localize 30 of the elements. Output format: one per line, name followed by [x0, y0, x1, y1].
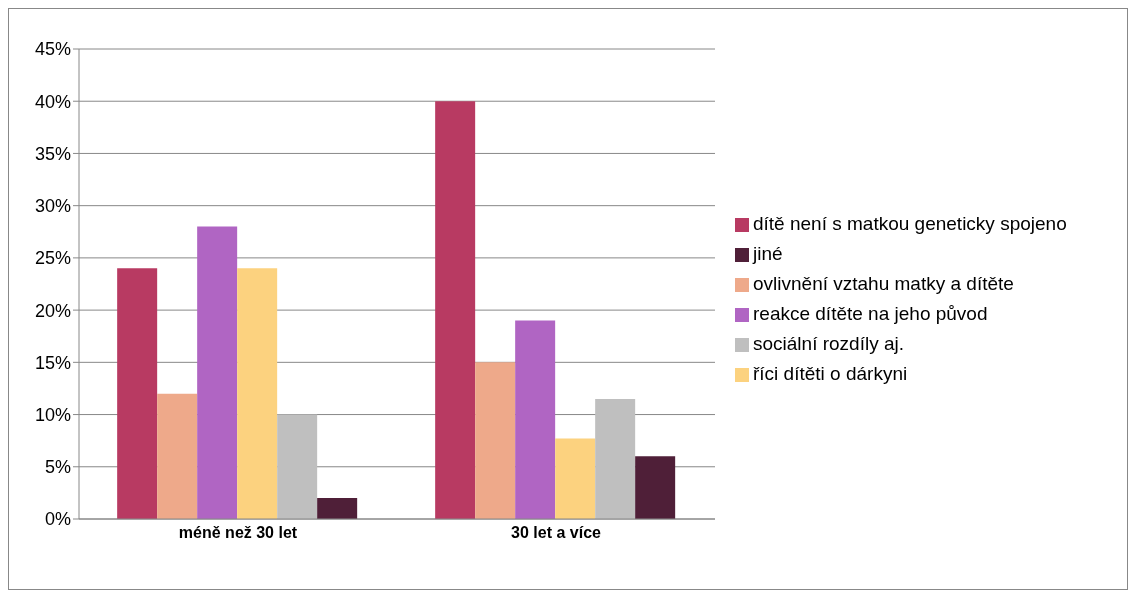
y-tick-label: 20% — [34, 300, 71, 321]
legend-label: reakce dítěte na jeho původ — [753, 303, 988, 324]
bar — [595, 398, 636, 519]
x-tick-label: 30 let a více — [511, 524, 602, 542]
bar — [277, 414, 318, 519]
bar — [435, 101, 476, 519]
bar — [317, 498, 358, 519]
y-tick-label: 30% — [34, 196, 71, 217]
bar — [635, 456, 676, 519]
legend-label: ovlivnění vztahu matky a dítěte — [753, 273, 1014, 294]
legend-label: sociální rozdíly aj. — [753, 333, 905, 354]
bar — [555, 438, 596, 519]
y-tick-label: 40% — [34, 91, 71, 112]
bar — [515, 320, 556, 519]
y-tick-label: 25% — [34, 248, 71, 269]
y-tick-label: 10% — [34, 404, 71, 425]
bar — [475, 362, 516, 519]
y-tick-label: 45% — [34, 39, 71, 60]
bar — [157, 393, 198, 519]
y-tick-label: 5% — [44, 457, 71, 478]
x-tick-label: méně než 30 let — [178, 524, 298, 542]
legend-label: jiné — [753, 243, 783, 264]
y-tick-label: 35% — [34, 143, 71, 164]
bar — [237, 268, 278, 519]
legend-label: říci dítěti o dárkyni — [753, 363, 908, 384]
y-tick-label: 0% — [44, 509, 71, 530]
legend-label: dítě není s matkou geneticky spojeno — [753, 213, 1067, 234]
y-tick-label: 15% — [34, 352, 71, 373]
bar — [197, 226, 238, 519]
bar — [117, 268, 158, 519]
